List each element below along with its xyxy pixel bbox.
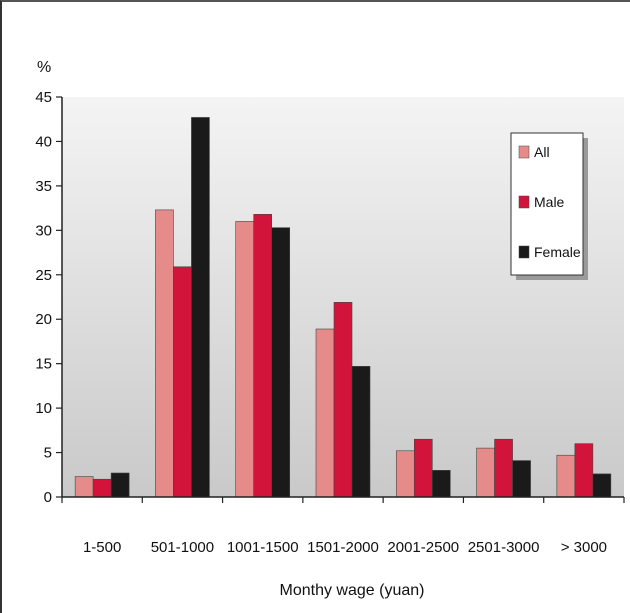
y-tick-label: 30: [35, 222, 52, 239]
x-category-label: 1001-1500: [227, 539, 299, 556]
legend-label-female: Female: [534, 244, 581, 260]
legend-label-all: All: [534, 144, 550, 160]
y-tick-label: 0: [44, 489, 52, 506]
bar-all: [155, 209, 174, 498]
x-category-label: 501-1000: [151, 539, 214, 556]
legend-label-male: Male: [534, 194, 565, 210]
x-ticks: 1-500 501-1000 1001-1500 1501-2000 2001-2500…: [61, 497, 625, 556]
x-category-label: 1501-2000: [307, 539, 379, 556]
legend-swatch-male: [518, 195, 530, 209]
bar-female: [431, 470, 451, 498]
legend-swatch-all: [518, 145, 530, 159]
bar-all: [556, 454, 576, 498]
x-axis-label: Monthy wage (yuan): [280, 582, 425, 599]
y-tick-label: 15: [35, 356, 52, 373]
bar-male: [92, 478, 112, 498]
y-ticks: 0 5 10 15 20 25 30 35 40 45: [35, 89, 62, 506]
bars-layer: [74, 117, 612, 498]
bar-all: [476, 447, 495, 498]
bar-male: [413, 438, 433, 498]
y-tick-label: 35: [35, 178, 52, 195]
legend: All Male Female: [510, 132, 588, 280]
bar-male: [333, 302, 353, 498]
bar-all: [395, 450, 415, 498]
y-tick-label: 20: [35, 311, 52, 328]
bar-female: [512, 460, 531, 498]
bar-female: [271, 227, 291, 498]
y-axis-label: %: [37, 59, 51, 76]
bar-female: [110, 472, 130, 498]
bar-all: [74, 476, 94, 498]
bar-female: [592, 473, 612, 498]
bar-male: [494, 438, 513, 498]
y-tick-label: 40: [35, 133, 52, 150]
x-category-label: 2001-2500: [387, 539, 459, 556]
legend-swatch-female: [518, 245, 530, 259]
y-tick-label: 25: [35, 267, 52, 284]
legend-items: All Male Female: [518, 144, 581, 260]
y-tick-label: 45: [35, 89, 52, 106]
x-category-label: > 3000: [561, 539, 607, 556]
bar-female: [191, 117, 210, 498]
bar-male: [253, 214, 273, 498]
bar-male: [173, 266, 192, 498]
y-tick-label: 5: [44, 445, 52, 462]
y-tick-label: 10: [35, 400, 52, 417]
bar-all: [235, 221, 255, 498]
x-category-label: 2501-3000: [468, 539, 540, 556]
bar-female: [351, 366, 371, 498]
bar-male: [574, 443, 594, 498]
x-category-label: 1-500: [83, 539, 121, 556]
bar-all: [315, 328, 335, 498]
